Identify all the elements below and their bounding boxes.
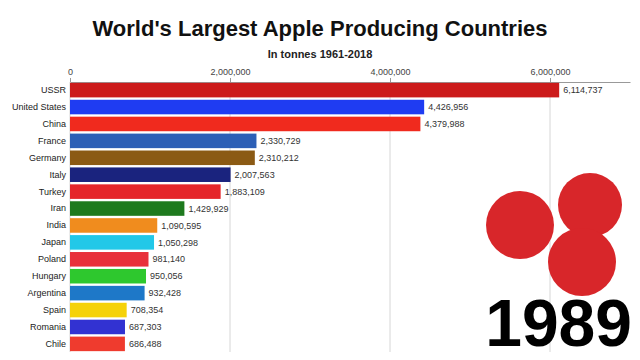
tick-mark: [70, 78, 71, 82]
category-label: Iran: [50, 203, 66, 213]
data-label: 2,007,563: [235, 170, 275, 180]
category-label: Turkey: [39, 187, 67, 197]
x-axis: 0 2,000,000 4,000,000 6,000,000: [68, 67, 631, 83]
bar: [70, 218, 157, 233]
data-label: 1,090,595: [161, 221, 201, 231]
title: World's Largest Apple Producing Countrie…: [92, 16, 547, 41]
data-label: 708,354: [131, 305, 164, 315]
chart: World's Largest Apple Producing Countrie…: [0, 0, 640, 360]
tick-label: 2,000,000: [210, 67, 250, 77]
category-label: China: [42, 119, 66, 129]
data-label: 1,429,929: [188, 204, 228, 214]
category-label: Spain: [43, 305, 66, 315]
bar: [70, 134, 256, 149]
bar: [70, 83, 559, 98]
tick: 6,000,000: [530, 67, 570, 82]
data-label: 981,140: [152, 254, 185, 264]
category-label: USSR: [41, 85, 67, 95]
data-label: 932,428: [149, 288, 182, 298]
tick: Chile: [45, 339, 70, 349]
data-label: 686,488: [129, 339, 162, 349]
category-label: Germany: [29, 153, 67, 163]
apple-decoration: [486, 173, 622, 296]
category-label: United States: [12, 102, 67, 112]
tick: Iran: [50, 203, 70, 213]
tick-label: 0: [68, 67, 73, 77]
data-label: 2,330,729: [260, 136, 300, 146]
tick-mark: [230, 78, 231, 82]
data-label: 687,303: [129, 322, 162, 332]
bar: [70, 269, 146, 284]
data-label: 4,379,988: [424, 119, 464, 129]
bar: [70, 320, 125, 335]
bar: [70, 117, 420, 132]
category-label: Japan: [41, 237, 66, 247]
tick: 0: [68, 67, 73, 82]
tick: 4,000,000: [370, 67, 410, 82]
tick: USSR: [41, 85, 70, 95]
tick: Hungary: [32, 271, 70, 281]
year-annotation: 1989: [485, 286, 632, 360]
bar: [70, 201, 184, 216]
tick-label: 4,000,000: [370, 67, 410, 77]
tick: 2,000,000: [210, 67, 250, 82]
category-label: Argentina: [27, 288, 66, 298]
bar: [70, 235, 154, 250]
category-label: India: [46, 220, 66, 230]
bar: [70, 151, 255, 166]
tick: Italy: [49, 170, 70, 180]
tick: Germany: [29, 153, 70, 163]
tick: Spain: [43, 305, 70, 315]
bar: [70, 252, 148, 267]
category-label: France: [38, 136, 66, 146]
tick-mark: [550, 78, 551, 82]
bar: [70, 184, 221, 199]
subtitle: In tonnes 1961-2018: [268, 48, 373, 60]
tick: Poland: [38, 254, 70, 264]
tick-mark: [390, 78, 391, 82]
tick: Japan: [41, 237, 70, 247]
apple: [558, 173, 622, 237]
tick: Turkey: [39, 187, 70, 197]
tick: France: [38, 136, 70, 146]
category-label: Italy: [49, 170, 66, 180]
bar: [70, 167, 231, 182]
bar: [70, 100, 424, 115]
tick: Argentina: [27, 288, 70, 298]
data-label: 6,114,737: [563, 85, 602, 95]
data-label: 950,056: [150, 271, 183, 281]
data-label: 4,426,956: [428, 102, 468, 112]
bar: [70, 286, 145, 301]
grid: [70, 82, 550, 352]
bar: [70, 337, 125, 352]
apple: [486, 191, 554, 259]
category-label: Chile: [45, 339, 66, 349]
tick: India: [46, 220, 70, 230]
tick: China: [42, 119, 70, 129]
bar: [70, 303, 127, 318]
tick-label: 6,000,000: [530, 67, 570, 77]
data-label: 1,050,298: [158, 238, 198, 248]
data-label: 2,310,212: [259, 153, 299, 163]
category-label: Poland: [38, 254, 66, 264]
y-axis: USSR United States China France Germany Italy…: [12, 85, 70, 349]
data-label: 1,883,109: [225, 187, 265, 197]
category-label: Romania: [30, 322, 66, 332]
category-label: Hungary: [32, 271, 67, 281]
tick: United States: [12, 102, 70, 112]
tick: Romania: [30, 322, 70, 332]
